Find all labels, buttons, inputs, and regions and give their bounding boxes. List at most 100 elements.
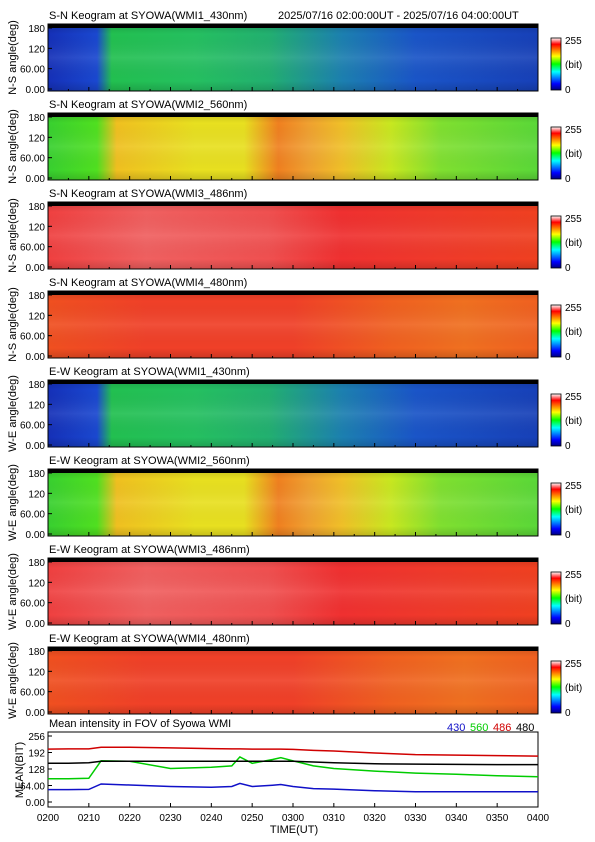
- colorbar-max-label: 255: [565, 570, 582, 581]
- keogram-panel: E-W Keogram at SYOWA(WMI1_430nm) 180 120 60…: [7, 366, 582, 452]
- keogram-panel: E-W Keogram at SYOWA(WMI3_486nm) 180 120 60…: [7, 544, 582, 630]
- keogram-y-tick-label: 120: [28, 489, 45, 500]
- keogram-y-label: W-E angle(deg): [7, 553, 19, 630]
- keogram-panels: S-N Keogram at SYOWA(WMI1_430nm) 180 120 60…: [7, 10, 582, 719]
- colorbar: [550, 393, 562, 447]
- colorbar: [550, 482, 562, 536]
- keogram-y-tick-label: 180: [28, 647, 45, 658]
- colorbar-unit-label: (bit): [565, 683, 582, 694]
- colorbar-max-label: 255: [565, 659, 582, 670]
- keogram-panel: E-W Keogram at SYOWA(WMI4_480nm) 180 120 60…: [7, 633, 582, 719]
- colorbar-min-label: 0: [565, 263, 571, 274]
- keogram-y-tick-label: 0.00: [26, 441, 46, 452]
- line-x-tick-label: 0200: [37, 813, 60, 824]
- keogram-top-edge: [48, 24, 538, 28]
- keogram-panel: S-N Keogram at SYOWA(WMI3_486nm) 180 120 60…: [7, 188, 582, 274]
- keogram-y-tick-label: 180: [28, 202, 45, 213]
- keogram-shading: [48, 647, 538, 714]
- colorbar: [550, 304, 562, 358]
- line-plot-x-label: TIME(UT): [270, 824, 318, 836]
- colorbar-unit-label: (bit): [565, 149, 582, 160]
- line-plot-x-ticks: 0200 0210 0220 0230 0240 0250 0300 0310 0320 0330…: [37, 803, 550, 824]
- legend-486: 486: [493, 722, 511, 734]
- legend-430: 430: [447, 722, 465, 734]
- line-x-tick-label: 0350: [486, 813, 509, 824]
- keogram-y-tick-label: 180: [28, 469, 45, 480]
- keogram-title: S-N Keogram at SYOWA(WMI4_480nm): [49, 277, 247, 289]
- colorbar-max-label: 255: [565, 36, 582, 47]
- series-430-line: [48, 782, 538, 793]
- keogram-title: E-W Keogram at SYOWA(WMI1_430nm): [49, 366, 250, 378]
- keogram-y-tick-label: 0.00: [26, 708, 46, 719]
- colorbar: [550, 126, 562, 180]
- keogram-top-edge: [48, 647, 538, 651]
- keogram-y-tick-label: 60.00: [20, 65, 45, 76]
- keogram-title: S-N Keogram at SYOWA(WMI3_486nm): [49, 188, 247, 200]
- mean-intensity-plot: Mean intensity in FOV of Syowa WMI 430 56…: [14, 718, 550, 836]
- colorbar-min-label: 0: [565, 441, 571, 452]
- keogram-y-tick-label: 60.00: [20, 510, 45, 521]
- colorbar: [550, 660, 562, 714]
- keogram-shading: [48, 291, 538, 358]
- keogram-y-tick-label: 120: [28, 133, 45, 144]
- legend: 430 560 486 480: [447, 722, 534, 734]
- keogram-y-tick-label: 60.00: [20, 332, 45, 343]
- keogram-y-tick-label: 0.00: [26, 352, 46, 363]
- keogram-shading: [48, 380, 538, 447]
- keogram-y-tick-label: 60.00: [20, 688, 45, 699]
- keogram-shading: [48, 113, 538, 180]
- line-x-tick-label: 0320: [364, 813, 387, 824]
- colorbar-min-label: 0: [565, 530, 571, 541]
- keogram-top-edge: [48, 113, 538, 117]
- keogram-y-tick-label: 120: [28, 311, 45, 322]
- line-x-tick-label: 0300: [282, 813, 305, 824]
- keogram-top-edge: [48, 469, 538, 473]
- line-y-tick-label: 0.00: [26, 798, 46, 809]
- keogram-panel: S-N Keogram at SYOWA(WMI2_560nm) 180 120 60…: [7, 99, 582, 185]
- line-x-tick-label: 0330: [404, 813, 427, 824]
- keogram-title: S-N Keogram at SYOWA(WMI2_560nm): [49, 99, 247, 111]
- line-x-tick-label: 0240: [200, 813, 223, 824]
- keogram-y-tick-label: 120: [28, 222, 45, 233]
- colorbar-min-label: 0: [565, 619, 571, 630]
- colorbar-unit-label: (bit): [565, 238, 582, 249]
- keogram-panel: S-N Keogram at SYOWA(WMI1_430nm) 180 120 60…: [7, 10, 582, 96]
- keogram-y-tick-label: 0.00: [26, 85, 46, 96]
- keogram-y-tick-label: 60.00: [20, 421, 45, 432]
- line-y-tick-label: 64.00: [20, 782, 45, 793]
- keogram-title: E-W Keogram at SYOWA(WMI3_486nm): [49, 544, 250, 556]
- colorbar-unit-label: (bit): [565, 416, 582, 427]
- line-x-tick-label: 0400: [527, 813, 550, 824]
- keogram-y-label: W-E angle(deg): [7, 464, 19, 541]
- line-x-tick-label: 0340: [445, 813, 468, 824]
- keogram-y-tick-label: 180: [28, 291, 45, 302]
- colorbar-min-label: 0: [565, 85, 571, 96]
- keogram-y-tick-label: 120: [28, 578, 45, 589]
- line-x-tick-label: 0220: [119, 813, 142, 824]
- line-x-tick-label: 0210: [78, 813, 101, 824]
- colorbar-unit-label: (bit): [565, 327, 582, 338]
- time-range-label: 2025/07/16 02:00:00UT - 2025/07/16 04:00…: [278, 10, 519, 22]
- keogram-y-label: W-E angle(deg): [7, 375, 19, 452]
- keogram-y-tick-label: 180: [28, 24, 45, 35]
- keogram-y-tick-label: 180: [28, 113, 45, 124]
- colorbar-unit-label: (bit): [565, 594, 582, 605]
- keogram-top-edge: [48, 558, 538, 562]
- keogram-y-tick-label: 120: [28, 667, 45, 678]
- colorbar: [550, 215, 562, 269]
- colorbar-min-label: 0: [565, 174, 571, 185]
- keogram-y-label: W-E angle(deg): [7, 642, 19, 719]
- series-480-line: [48, 760, 538, 766]
- colorbar: [550, 571, 562, 625]
- line-y-tick-label: 192: [28, 749, 45, 760]
- colorbar-max-label: 255: [565, 481, 582, 492]
- legend-480: 480: [516, 722, 534, 734]
- line-plot-title: Mean intensity in FOV of Syowa WMI: [49, 718, 231, 730]
- colorbar-max-label: 255: [565, 303, 582, 314]
- line-plot-frame: [47, 731, 539, 808]
- keogram-y-label: N-S angle(deg): [7, 198, 19, 273]
- keogram-y-label: N-S angle(deg): [7, 287, 19, 362]
- line-plot-y-ticks: 256 192 128 64.00 0.00: [20, 732, 52, 809]
- line-y-tick-label: 256: [28, 732, 45, 743]
